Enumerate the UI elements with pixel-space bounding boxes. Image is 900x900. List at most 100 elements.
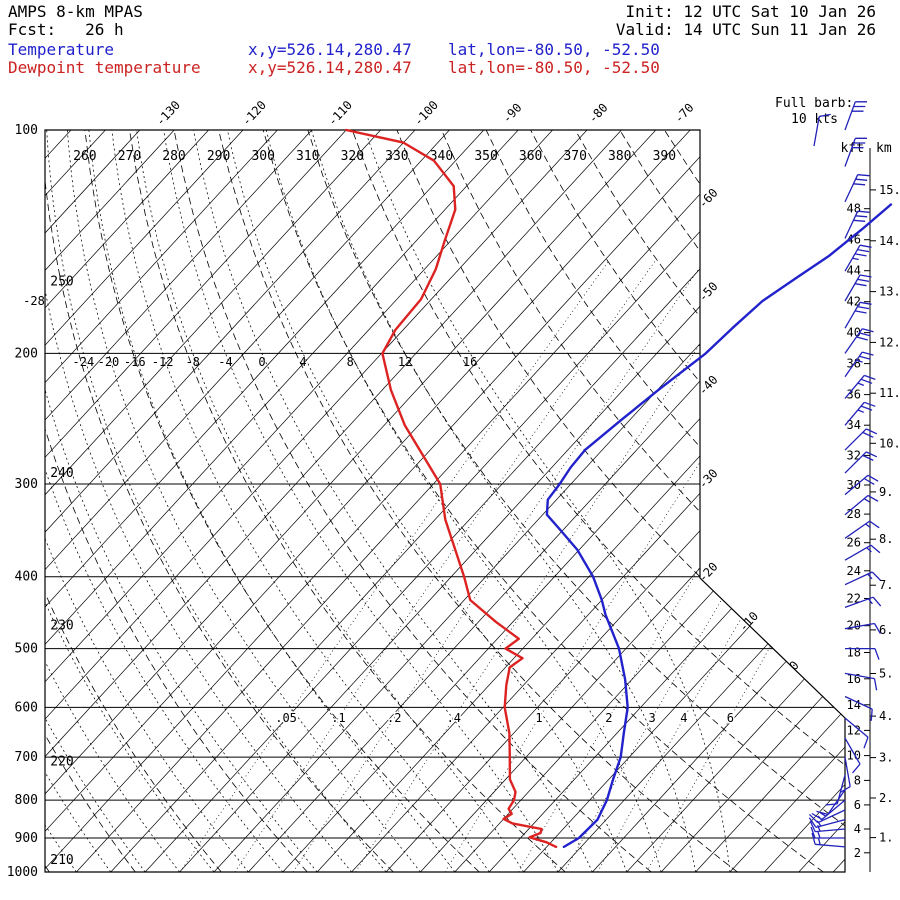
svg-text:100: 100	[15, 123, 38, 138]
mixing-ratio-lines	[179, 260, 845, 872]
svg-text:0: 0	[787, 658, 802, 673]
svg-text:-50: -50	[696, 279, 721, 304]
svg-text:12: 12	[847, 723, 861, 737]
svg-text:4: 4	[680, 711, 687, 725]
altitude-scales: kft km48464442403836343230282624222018161…	[841, 141, 900, 872]
svg-text:-110: -110	[325, 98, 355, 129]
svg-text:32: 32	[847, 448, 861, 462]
svg-text:290: 290	[207, 149, 230, 164]
svg-text:280: 280	[162, 149, 185, 164]
svg-text:9.: 9.	[879, 485, 893, 499]
svg-text:-40: -40	[696, 373, 721, 398]
svg-text:-60: -60	[696, 186, 721, 211]
dewpoint-legend-xy: x,y=526.14,280.47	[248, 58, 412, 77]
svg-text:340: 340	[430, 149, 453, 164]
svg-text:48: 48	[847, 202, 861, 216]
svg-text:270: 270	[118, 149, 141, 164]
svg-text:15.: 15.	[879, 183, 900, 197]
forecast-hour: Fcst: 26 h	[8, 20, 124, 39]
dewpoint-legend-latlon: lat,lon=-80.50, -52.50	[448, 58, 660, 77]
svg-text:13.: 13.	[879, 285, 900, 299]
svg-text:12: 12	[398, 355, 412, 369]
svg-text:310: 310	[296, 149, 319, 164]
grid-labels: .05.1.2.4 1 2 3 4 610020030040050060070080090…	[7, 98, 802, 880]
svg-text:34: 34	[847, 418, 861, 432]
svg-text:24: 24	[847, 564, 861, 578]
profile-curves	[345, 128, 893, 849]
temperature-legend-label: Temperature	[8, 40, 114, 59]
svg-text:220: 220	[50, 755, 73, 770]
svg-text:7.: 7.	[879, 578, 893, 592]
svg-text:-10: -10	[736, 609, 761, 634]
svg-text:240: 240	[50, 466, 73, 481]
model-title: AMPS 8-km MPAS	[8, 2, 143, 21]
svg-text:350: 350	[474, 149, 497, 164]
svg-text:-80: -80	[586, 101, 611, 126]
svg-text:6: 6	[854, 798, 861, 812]
svg-text:-30: -30	[696, 466, 721, 491]
svg-text:12.: 12.	[879, 335, 900, 349]
svg-text:370: 370	[563, 149, 586, 164]
svg-text:46: 46	[847, 233, 861, 247]
svg-text:28: 28	[847, 507, 861, 521]
svg-text:700: 700	[15, 750, 38, 765]
svg-text:km: km	[876, 141, 892, 156]
svg-text:-70: -70	[672, 101, 697, 126]
svg-text:2.: 2.	[879, 791, 893, 805]
svg-text:.1: .1	[331, 711, 345, 725]
svg-text:-90: -90	[500, 101, 525, 126]
svg-text:300: 300	[251, 149, 274, 164]
svg-text:400: 400	[15, 570, 38, 585]
svg-text:380: 380	[608, 149, 631, 164]
svg-text:3: 3	[649, 711, 656, 725]
svg-text:300: 300	[15, 477, 38, 492]
svg-text:-28: -28	[23, 294, 45, 308]
dewpoint-legend-label: Dewpoint temperature	[8, 58, 201, 77]
svg-text:16: 16	[463, 355, 477, 369]
temperature-legend-latlon: lat,lon=-80.50, -52.50	[448, 40, 660, 59]
svg-text:42: 42	[847, 295, 861, 309]
svg-text:360: 360	[519, 149, 542, 164]
svg-text:18: 18	[847, 645, 861, 659]
svg-text:8: 8	[854, 773, 861, 787]
svg-text:10.: 10.	[879, 436, 900, 450]
svg-text:.4: .4	[447, 711, 461, 725]
svg-text:320: 320	[341, 149, 364, 164]
svg-text:0: 0	[258, 355, 265, 369]
svg-text:260: 260	[73, 149, 96, 164]
svg-text:36: 36	[847, 388, 861, 402]
svg-text:250: 250	[50, 274, 73, 289]
svg-text:30: 30	[847, 478, 861, 492]
svg-text:-130: -130	[153, 98, 183, 129]
valid-time: Valid: 14 UTC Sun 11 Jan 26	[615, 20, 876, 39]
svg-text:22: 22	[847, 591, 861, 605]
svg-text:10: 10	[847, 749, 861, 763]
svg-text:230: 230	[50, 618, 73, 633]
svg-text:-20: -20	[98, 355, 120, 369]
svg-text:-12: -12	[152, 355, 174, 369]
temperature-legend-xy: x,y=526.14,280.47	[248, 40, 412, 59]
svg-text:2: 2	[605, 711, 612, 725]
svg-text:500: 500	[15, 642, 38, 657]
svg-text:1.: 1.	[879, 831, 893, 845]
svg-text:390: 390	[653, 149, 676, 164]
svg-text:4: 4	[299, 355, 306, 369]
svg-text:600: 600	[15, 700, 38, 715]
svg-text:26: 26	[847, 536, 861, 550]
svg-text:.2: .2	[387, 711, 401, 725]
svg-text:8: 8	[347, 355, 354, 369]
svg-text:-24: -24	[73, 355, 95, 369]
temperature-curve	[545, 203, 893, 849]
svg-text:44: 44	[847, 264, 861, 278]
svg-text:330: 330	[385, 149, 408, 164]
svg-text:11.: 11.	[879, 386, 900, 400]
svg-text:2: 2	[854, 846, 861, 860]
pressure-gridlines	[45, 129, 845, 873]
svg-text:14.: 14.	[879, 234, 900, 248]
svg-text:4.: 4.	[879, 709, 893, 723]
svg-text:-100: -100	[411, 98, 441, 129]
dewpoint-curve	[345, 128, 558, 849]
svg-text:20: 20	[847, 619, 861, 633]
svg-text:3.: 3.	[879, 751, 893, 765]
